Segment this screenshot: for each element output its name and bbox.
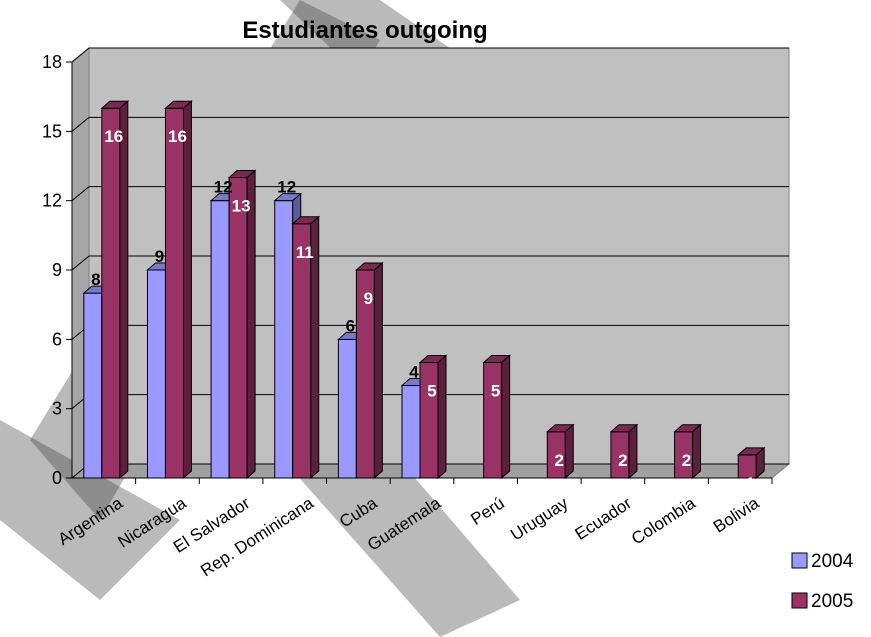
data-label: 9 — [364, 289, 373, 308]
data-label: 5 — [491, 381, 500, 400]
bar — [227, 169, 257, 480]
x-tick-label: Ecuador — [572, 493, 636, 544]
bar-front — [292, 223, 312, 479]
data-label: 1 — [745, 474, 754, 493]
bar-side — [501, 354, 511, 480]
watermark-band — [0, 420, 180, 600]
bar — [164, 100, 193, 480]
y-tick-label: 6 — [52, 329, 62, 349]
legend-label: 2005 — [811, 591, 853, 612]
bar-side — [692, 423, 702, 480]
data-label: 5 — [427, 381, 436, 400]
x-tick-label: Colombia — [628, 493, 699, 548]
bars — [82, 100, 766, 480]
bar-side — [246, 169, 256, 480]
bar — [355, 261, 384, 480]
y-tick-label: 12 — [42, 191, 62, 211]
legend-swatch — [791, 592, 808, 609]
bar-side — [564, 423, 574, 480]
data-label: 2 — [618, 451, 627, 470]
data-label: 11 — [296, 243, 314, 262]
gridline — [71, 255, 789, 271]
data-label: 13 — [232, 197, 251, 216]
y-tick-label: 9 — [52, 260, 62, 280]
bar-front — [228, 177, 248, 479]
data-label: 12 — [277, 178, 296, 197]
bar — [482, 354, 511, 480]
bar-side — [182, 100, 192, 480]
gridline — [71, 186, 789, 202]
data-label: 12 — [214, 178, 233, 197]
data-label: 9 — [155, 247, 164, 266]
data-label: 4 — [409, 363, 419, 382]
legend-label: 2004 — [811, 551, 854, 572]
bar — [736, 446, 766, 480]
data-label: 2 — [682, 451, 691, 470]
bar-front — [401, 385, 421, 479]
bar-front — [210, 200, 230, 479]
bar-side — [373, 261, 383, 480]
y-tick-label: 18 — [42, 52, 62, 72]
bar-front — [146, 269, 166, 479]
bar-side — [755, 446, 765, 480]
legend-swatch — [791, 552, 808, 569]
bar — [418, 354, 448, 480]
gridline — [71, 47, 789, 63]
bar — [545, 423, 575, 480]
data-label: 8 — [91, 270, 100, 289]
data-label: 16 — [104, 127, 123, 146]
bar-side — [628, 423, 638, 480]
bar-front — [337, 338, 357, 479]
y-tick-label: 0 — [52, 468, 62, 488]
bar — [673, 423, 702, 480]
chart-title: Estudiantes outgoing — [242, 17, 487, 44]
y-tick-label: 3 — [52, 399, 62, 419]
bar-front — [164, 107, 184, 479]
bar-side — [437, 354, 447, 480]
x-tick-label: Bolivia — [710, 493, 763, 537]
data-label: 2 — [555, 451, 564, 470]
x-tick-label: Uruguay — [507, 493, 572, 544]
bar-side — [119, 100, 129, 480]
bar-front — [101, 107, 121, 479]
bar-front — [419, 361, 439, 479]
data-label: 16 — [168, 127, 187, 146]
bar — [100, 100, 130, 480]
bar-side — [310, 215, 320, 480]
legend: 2004 2005 — [791, 551, 854, 612]
x-tick-label: Perú — [467, 493, 507, 528]
bar-front — [483, 361, 503, 479]
bar — [291, 215, 321, 480]
y-tick-label: 15 — [42, 121, 62, 141]
bar-front — [83, 292, 103, 479]
gridline — [71, 116, 789, 132]
data-label: 6 — [346, 316, 355, 335]
bar — [609, 423, 639, 480]
x-tick-label: Rep. Dominicana — [197, 493, 317, 580]
bar-front — [274, 200, 294, 479]
